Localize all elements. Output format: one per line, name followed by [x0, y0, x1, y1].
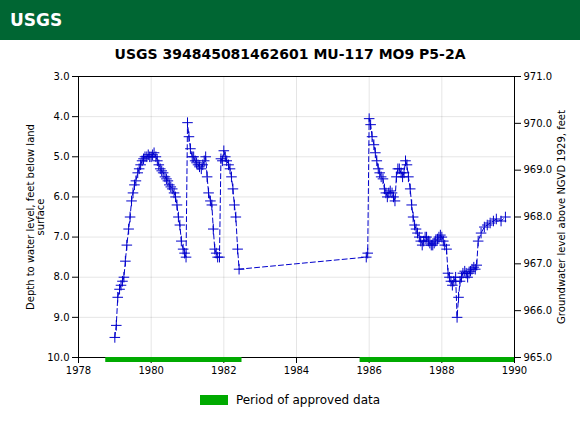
svg-text:1988: 1988: [429, 365, 454, 376]
svg-text:1984: 1984: [284, 365, 309, 376]
svg-text:1982: 1982: [211, 365, 236, 376]
svg-text:3.0: 3.0: [54, 71, 70, 82]
svg-text:965.0: 965.0: [524, 352, 553, 363]
svg-text:7.0: 7.0: [54, 231, 70, 242]
html-text:USGS 394845081462601 MU-117 MO: USGS 394845081462601 MU-117 MO9 P5-2A: [114, 46, 466, 62]
svg-text:1986: 1986: [356, 365, 381, 376]
svg-text:971.0: 971.0: [524, 71, 553, 82]
svg-text:1990: 1990: [502, 365, 527, 376]
svg-text:9.0: 9.0: [54, 312, 70, 323]
svg-text:967.0: 967.0: [524, 258, 553, 269]
svg-text:5.0: 5.0: [54, 151, 70, 162]
svg-text:1978: 1978: [66, 365, 91, 376]
svg-text:966.0: 966.0: [524, 305, 553, 316]
html-text:Period of approved data: Period of approved data: [235, 393, 381, 407]
svg-text:970.0: 970.0: [524, 118, 553, 129]
svg-text:968.0: 968.0: [524, 211, 553, 222]
svg-text:6.0: 6.0: [54, 191, 70, 202]
svg-text:10.0: 10.0: [47, 352, 69, 363]
svg-text:1980: 1980: [138, 365, 163, 376]
svg-text:Groundwater level above NGVD 1: Groundwater level above NGVD 1929, feet: [556, 110, 567, 324]
svg-text:8.0: 8.0: [54, 271, 70, 282]
svg-text:Depth to water level, feet bel: Depth to water level, feet below landsur…: [25, 124, 46, 310]
svg-text:4.0: 4.0: [54, 111, 70, 122]
html-text:USGS: USGS: [10, 10, 63, 30]
svg-text:969.0: 969.0: [524, 164, 553, 175]
